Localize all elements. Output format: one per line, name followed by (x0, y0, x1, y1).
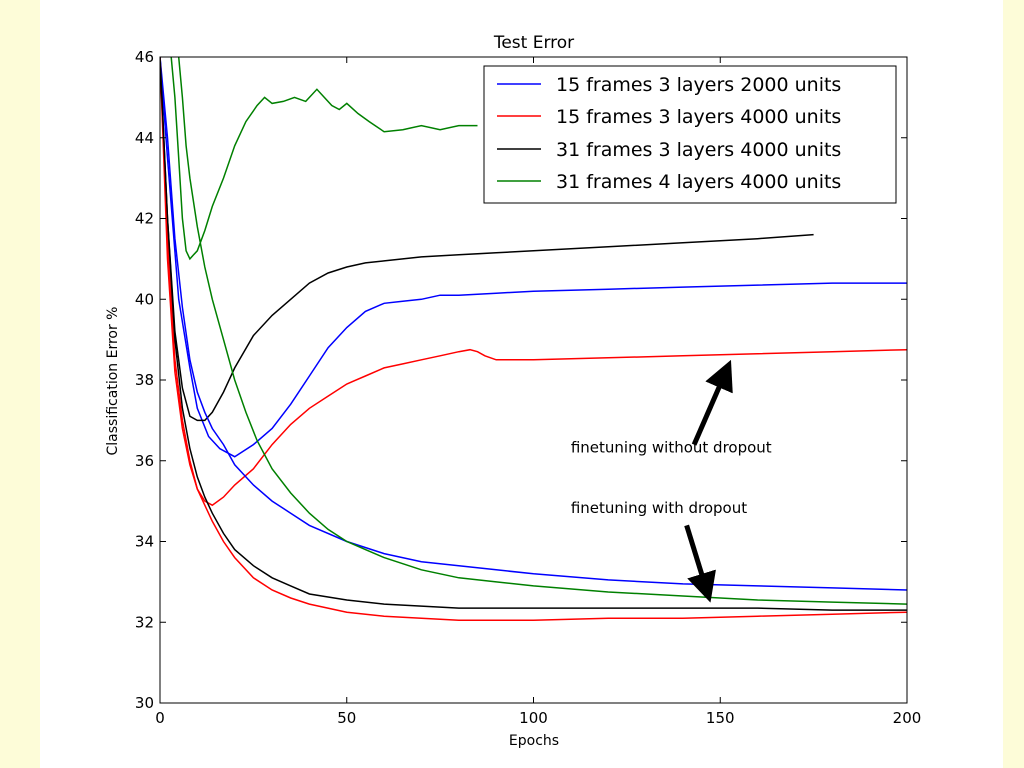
y-tick-label-5: 40 (135, 290, 154, 308)
x-axis-ticks: 0 50 100 150 200 (155, 57, 921, 727)
series-line-0 (160, 57, 907, 458)
y-tick-label-0: 30 (135, 694, 154, 712)
series-line-3 (170, 57, 478, 261)
figure: Test Error Classification Error % Epochs… (40, 0, 1003, 768)
line-chart: Test Error Classification Error % Epochs… (105, 33, 921, 749)
annotation-layer: finetuning without dropout finetuning wi… (571, 359, 772, 603)
y-tick-label-8: 46 (135, 48, 154, 66)
chart-title: Test Error (493, 33, 574, 53)
legend-box (483, 65, 897, 204)
legend-entry-2: 31 frames 3 layers 4000 units (556, 139, 841, 161)
x-tick-label-3: 150 (706, 709, 735, 727)
x-axis-label: Epochs (509, 733, 559, 749)
annotation-label-with-dropout: finetuning with dropout (571, 499, 747, 517)
y-tick-label-1: 32 (135, 613, 154, 631)
x-tick-label-0: 0 (155, 709, 165, 727)
x-tick-label-4: 200 (893, 709, 922, 727)
y-axis-label: Classification Error % (105, 307, 121, 456)
y-tick-label-2: 34 (135, 533, 154, 551)
series-line-7 (177, 57, 907, 605)
legend-entry-3: 31 frames 4 layers 4000 units (556, 171, 841, 193)
series-line-6 (160, 57, 907, 611)
y-tick-label-3: 36 (135, 452, 154, 470)
legend: 15 frames 3 layers 2000 units 15 frames … (483, 65, 897, 204)
x-tick-label-2: 100 (519, 709, 548, 727)
legend-entry-0: 15 frames 3 layers 2000 units (556, 74, 841, 96)
annotation-arrow-without-dropout (691, 359, 733, 446)
annotation-arrow-with-dropout (684, 524, 716, 603)
x-tick-label-1: 50 (337, 709, 356, 727)
series-line-2 (160, 57, 814, 422)
series-line-4 (160, 57, 907, 591)
y-tick-label-4: 38 (135, 371, 154, 389)
series-line-5 (160, 57, 907, 621)
legend-entry-1: 15 frames 3 layers 4000 units (556, 106, 841, 128)
series-layer (160, 57, 907, 621)
y-tick-label-7: 44 (135, 129, 154, 147)
y-tick-label-6: 42 (135, 210, 154, 228)
y-axis-ticks: 30 32 34 36 38 40 42 44 46 (135, 48, 907, 712)
annotation-label-without-dropout: finetuning without dropout (571, 439, 772, 457)
